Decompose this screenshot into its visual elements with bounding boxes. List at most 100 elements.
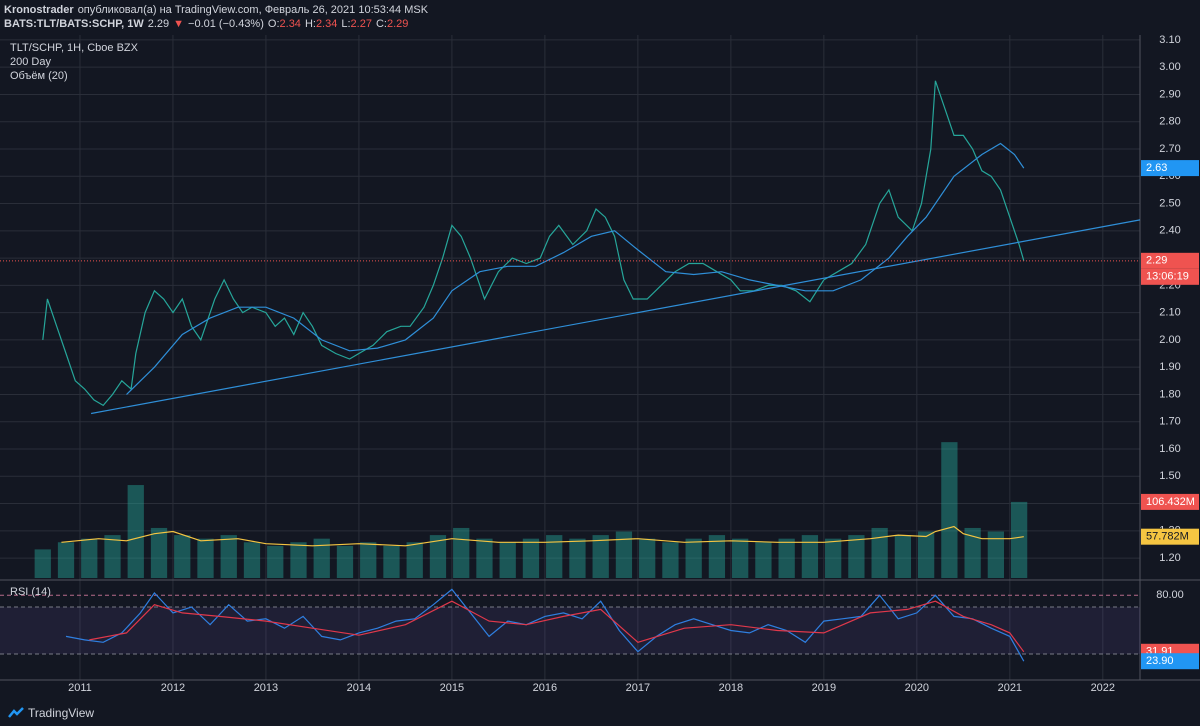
ohlc-value: 2.34 (315, 18, 338, 30)
y-tick-label: 1.70 (1159, 416, 1180, 428)
volume-bar (57, 542, 75, 578)
last: 2.29 (147, 18, 170, 30)
x-tick-label: 2012 (161, 682, 185, 694)
y-tick-label: 2.80 (1159, 116, 1180, 128)
x-tick-label: 2016 (533, 682, 557, 694)
ohlc-key: L: (341, 18, 351, 30)
change: −0.01 (−0.43%) (188, 18, 264, 30)
legend-volume: Объём (20) (10, 70, 68, 82)
ohlc-value: 2.27 (350, 18, 372, 30)
series-line (42, 80, 1025, 407)
legend-ma: 200 Day (10, 56, 51, 68)
price-marker-label: 2.63 (1146, 162, 1167, 174)
published: опубликовал(а) на TradingView.com, Февра… (77, 4, 429, 16)
price-marker (1141, 160, 1199, 177)
symbol-line: BATS:TLT/BATS:SCHP, 1W 2.29 ▼ −0.01 (−0.… (4, 18, 408, 30)
x-tick-label: 2014 (347, 682, 371, 694)
legend-rsi: RSI (14) (10, 586, 51, 598)
volume-bar (267, 545, 284, 578)
y-tick-label: 1.20 (1159, 552, 1180, 564)
volume-bar (522, 538, 540, 578)
series-line (90, 219, 1141, 415)
volume-bar (360, 542, 377, 578)
volume-bar (429, 535, 447, 578)
volume-bar (290, 542, 307, 578)
y-tick-label: 1.80 (1159, 388, 1180, 400)
ohlc-key: O: (267, 18, 280, 30)
volume-bar (662, 542, 679, 578)
price-marker (1141, 528, 1199, 545)
series-line (89, 600, 1025, 653)
plot-bg (0, 35, 1140, 680)
volume-bar (917, 531, 935, 578)
volume-bar (499, 542, 516, 578)
ohlc-value: 2.29 (386, 18, 409, 30)
volume-bar (453, 527, 470, 578)
ohlc-item: L:2.27 (341, 18, 372, 30)
y-tick-label: 2.70 (1159, 143, 1180, 155)
volume-bar (81, 538, 98, 578)
brand: TradingView (28, 706, 95, 720)
volume-bar (243, 542, 261, 578)
header-line: Kronostrader опубликовал(а) на TradingVi… (4, 4, 428, 16)
y-tick-label: 2.50 (1159, 197, 1180, 209)
price-marker (1141, 493, 1199, 510)
volume-bar (615, 531, 633, 578)
y-tick-label: 2.40 (1159, 225, 1180, 237)
x-tick-label: 2013 (254, 682, 278, 694)
author: Kronostrader (4, 4, 74, 16)
volume-bar (313, 538, 330, 578)
volume-bar (406, 542, 423, 578)
series-line (61, 525, 1024, 547)
volume-bar (894, 535, 912, 578)
volume-bar (592, 535, 609, 578)
series-line (126, 142, 1025, 395)
price-marker-label: 106.432M (1146, 496, 1195, 508)
volume-bar (755, 542, 772, 578)
volume-bar (104, 535, 121, 578)
price-marker (1141, 653, 1199, 670)
countdown: 13:06:19 (1146, 271, 1189, 283)
x-tick-label: 2015 (440, 682, 464, 694)
arrow: ▼ (173, 18, 185, 30)
volume-bar (220, 535, 237, 578)
x-tick-label: 2019 (812, 682, 836, 694)
volume-bar (383, 545, 400, 578)
y-tick-label: 3.00 (1159, 61, 1180, 73)
symbol: BATS:TLT/BATS:SCHP, 1W (4, 18, 144, 30)
volume-bar (871, 527, 888, 578)
x-tick-label: 2022 (1091, 682, 1115, 694)
y-tick-label: 2.90 (1159, 88, 1180, 100)
volume-bar (639, 538, 656, 578)
volume-bar (569, 538, 586, 578)
volume-bar (825, 538, 842, 578)
logo (8, 707, 24, 718)
volume-bar (34, 549, 51, 578)
ohlc-item: H:2.34 (305, 18, 337, 30)
ohlc-item: O:2.34 (268, 18, 301, 30)
y-tick-label: 3.10 (1159, 34, 1180, 46)
volume-bar (1010, 501, 1028, 578)
volume-bar (127, 485, 144, 578)
ohlc-value: 2.34 (279, 18, 301, 30)
legend-title: TLT/SCHP, 1H, Cboe BZX (10, 42, 139, 54)
x-tick-label: 2020 (905, 682, 929, 694)
volume-bar (848, 535, 865, 578)
price-marker-label: 57.782M (1146, 531, 1189, 543)
y-tick-label: 2.10 (1159, 307, 1180, 319)
y-tick-label: 1.50 (1159, 470, 1180, 482)
countdown-bg (1141, 268, 1199, 285)
volume-bar (708, 535, 726, 578)
rsi-band (0, 607, 1140, 655)
y-tick-label: 1.90 (1159, 361, 1180, 373)
volume-bar (685, 538, 702, 578)
ohlc-key: C: (375, 18, 387, 30)
volume-bar (732, 538, 749, 578)
volume-bar (964, 527, 981, 578)
volume-bar (546, 535, 563, 578)
ohlc-item: C:2.29 (376, 18, 408, 30)
y-tick-label: 80.00 (1156, 589, 1184, 601)
x-tick-label: 2018 (719, 682, 743, 694)
price-marker-label: 23.90 (1146, 655, 1174, 667)
